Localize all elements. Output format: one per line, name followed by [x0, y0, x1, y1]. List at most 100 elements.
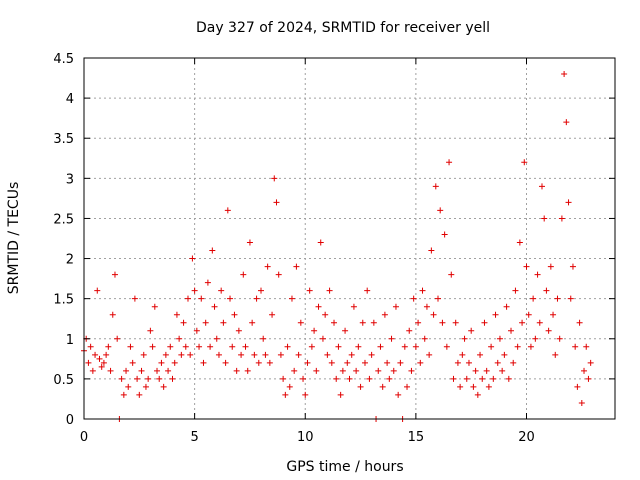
data-point — [184, 295, 191, 302]
plot-frame — [83, 57, 616, 420]
data-point — [127, 343, 134, 350]
x-tick-label: 15 — [408, 430, 425, 445]
data-point — [98, 363, 105, 370]
y-tick-label: 0 — [66, 413, 74, 428]
data-point — [370, 319, 377, 326]
data-point — [406, 327, 413, 334]
data-point — [154, 367, 161, 374]
data-point — [468, 327, 475, 334]
data-point — [512, 287, 519, 294]
data-point — [280, 375, 287, 382]
data-point — [107, 367, 114, 374]
data-point — [191, 287, 198, 294]
data-point — [220, 319, 227, 326]
data-point — [530, 295, 537, 302]
data-point — [87, 343, 94, 350]
data-point — [326, 287, 333, 294]
data-point — [224, 207, 231, 214]
data-point — [295, 351, 302, 358]
data-point — [131, 295, 138, 302]
data-point — [516, 239, 523, 246]
data-point — [353, 367, 360, 374]
data-point — [410, 295, 417, 302]
data-point — [275, 271, 282, 278]
data-point — [463, 375, 470, 382]
data-point — [492, 311, 499, 318]
data-point — [490, 375, 497, 382]
data-point — [286, 383, 293, 390]
data-point — [229, 343, 236, 350]
data-point — [485, 383, 492, 390]
data-point — [262, 351, 269, 358]
data-point — [242, 343, 249, 350]
data-point — [404, 383, 411, 390]
data-point — [357, 383, 364, 390]
data-points-layer — [81, 71, 594, 422]
data-point — [446, 159, 453, 166]
data-point — [375, 367, 382, 374]
data-point — [300, 375, 307, 382]
data-point — [450, 375, 457, 382]
data-point — [251, 351, 258, 358]
data-point — [428, 247, 435, 254]
data-point — [85, 359, 92, 366]
data-point — [162, 351, 169, 358]
data-point — [246, 239, 253, 246]
data-point — [273, 199, 280, 206]
data-point — [158, 359, 165, 366]
data-point — [255, 359, 262, 366]
y-tick-label: 2.5 — [53, 212, 74, 227]
data-point — [222, 359, 229, 366]
data-point — [145, 375, 152, 382]
data-point — [207, 343, 214, 350]
data-point — [308, 343, 315, 350]
data-point — [134, 375, 141, 382]
data-point — [258, 287, 264, 294]
data-point — [100, 359, 107, 366]
data-point — [494, 359, 501, 366]
data-point — [525, 311, 532, 318]
data-point — [565, 199, 572, 206]
data-point — [499, 367, 506, 374]
data-point — [311, 327, 318, 334]
data-point — [304, 359, 311, 366]
data-point — [501, 351, 508, 358]
data-point — [211, 303, 218, 310]
data-point — [348, 351, 355, 358]
data-point — [558, 215, 565, 222]
data-point — [178, 351, 185, 358]
data-point — [313, 367, 320, 374]
y-tick-label: 4.5 — [53, 52, 74, 67]
data-point — [432, 183, 439, 190]
data-point — [293, 263, 300, 270]
data-point — [253, 295, 260, 302]
data-point — [96, 355, 103, 362]
data-point — [235, 327, 242, 334]
data-point — [138, 367, 145, 374]
data-point — [488, 343, 495, 350]
data-point — [448, 271, 455, 278]
data-point — [189, 255, 196, 262]
data-point — [204, 279, 211, 286]
data-point — [550, 311, 557, 318]
data-point — [578, 399, 585, 406]
data-point — [142, 383, 149, 390]
data-point — [412, 343, 419, 350]
data-point — [479, 375, 486, 382]
data-point — [277, 351, 284, 358]
data-point — [426, 351, 433, 358]
data-point — [474, 391, 481, 398]
data-point — [496, 335, 503, 342]
data-point — [302, 391, 309, 398]
data-point — [114, 335, 121, 342]
data-point — [103, 351, 110, 358]
data-point — [452, 319, 459, 326]
data-point — [342, 327, 349, 334]
data-point — [215, 351, 222, 358]
data-point — [465, 359, 472, 366]
data-point — [120, 391, 127, 398]
data-point — [105, 343, 112, 350]
data-point — [315, 303, 322, 310]
data-point — [457, 383, 464, 390]
data-point — [377, 343, 384, 350]
